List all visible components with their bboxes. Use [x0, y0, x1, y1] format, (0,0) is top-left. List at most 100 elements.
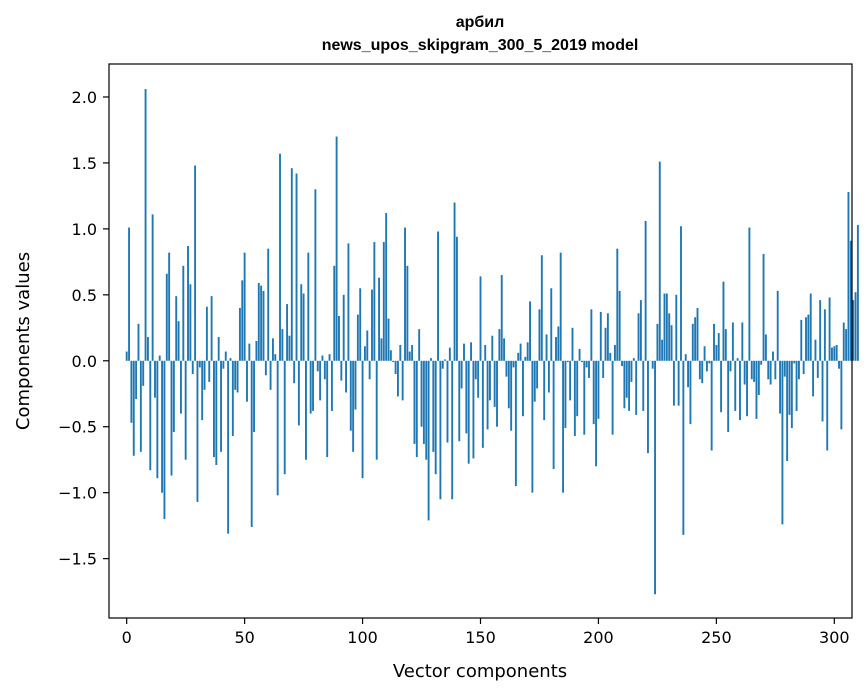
bar	[422, 360, 425, 444]
bar	[413, 360, 416, 444]
bar	[187, 246, 189, 361]
bar	[361, 360, 364, 479]
bar	[786, 360, 789, 462]
bar	[231, 360, 234, 436]
bar	[307, 252, 310, 361]
bar	[590, 309, 593, 361]
bar	[229, 358, 232, 361]
bar	[562, 360, 564, 493]
bar	[328, 354, 331, 361]
bar	[163, 360, 166, 520]
bar	[731, 322, 734, 361]
bar	[208, 360, 211, 382]
bar	[635, 360, 638, 415]
bar	[536, 360, 539, 389]
bar	[826, 360, 829, 451]
bar	[182, 265, 185, 361]
bar	[783, 360, 786, 377]
x-tick-label: 250	[701, 628, 732, 647]
bar	[477, 360, 480, 398]
bar	[130, 360, 133, 423]
bar	[125, 351, 128, 361]
bar	[599, 311, 602, 361]
bar	[621, 360, 623, 367]
bar	[170, 360, 173, 476]
bar	[840, 360, 843, 430]
bar	[821, 360, 824, 422]
bar	[491, 335, 494, 361]
bar	[149, 360, 152, 471]
bar	[672, 360, 675, 406]
bar	[578, 348, 581, 361]
bar	[680, 226, 682, 361]
bar	[687, 360, 690, 388]
x-axis-ticks: 0 50 100 150 200 250 300	[122, 618, 850, 647]
bar	[623, 360, 626, 409]
bar	[739, 360, 741, 421]
bar	[290, 168, 293, 361]
y-tick-label: −0.5	[58, 418, 97, 437]
x-tick-label: 300	[819, 628, 850, 647]
bar	[573, 360, 576, 436]
bar	[460, 360, 463, 389]
chart-subtitle: news_upos_skipgram_300_5_2019 model	[322, 37, 639, 54]
bar	[246, 360, 248, 402]
bar	[330, 360, 333, 411]
bar	[427, 360, 430, 521]
bar	[333, 265, 336, 361]
bar	[800, 319, 803, 361]
bar	[274, 354, 277, 361]
bar	[453, 202, 456, 361]
bar	[571, 327, 574, 361]
bar	[665, 293, 668, 361]
bar	[694, 317, 697, 361]
bar	[380, 338, 383, 361]
bar	[713, 323, 715, 361]
bar	[734, 360, 737, 411]
bar	[281, 329, 284, 361]
bar	[352, 360, 355, 452]
bar	[531, 360, 534, 493]
bar	[816, 360, 819, 378]
bar	[448, 347, 451, 361]
bar	[220, 360, 222, 452]
bar	[484, 344, 487, 361]
bar	[602, 360, 605, 378]
bar	[439, 360, 442, 500]
bar	[550, 288, 553, 361]
bar	[529, 301, 531, 361]
bar	[406, 265, 409, 361]
x-tick-label: 100	[347, 628, 378, 647]
bar	[500, 275, 503, 361]
bar	[512, 360, 515, 368]
bar	[614, 344, 616, 361]
bar	[802, 360, 805, 374]
bar	[342, 294, 345, 361]
bar	[757, 360, 760, 396]
bar	[684, 354, 687, 361]
bar	[585, 360, 588, 368]
bar	[309, 360, 312, 414]
bar	[205, 306, 208, 361]
bar	[359, 288, 362, 361]
bar	[392, 360, 395, 363]
bar	[191, 360, 194, 374]
bar	[677, 360, 680, 406]
bar	[338, 315, 340, 361]
bar	[555, 337, 557, 361]
bar	[154, 360, 156, 398]
bar	[663, 293, 666, 361]
bar	[755, 360, 758, 419]
bar	[382, 242, 385, 361]
bar	[213, 360, 215, 458]
bar	[842, 322, 845, 361]
bar	[831, 347, 833, 361]
bar	[408, 351, 411, 361]
bar	[234, 360, 237, 390]
bar	[243, 252, 246, 361]
bar	[196, 360, 199, 502]
bar	[437, 231, 439, 361]
bar	[267, 248, 270, 361]
bar	[505, 360, 508, 377]
bar	[691, 323, 694, 361]
